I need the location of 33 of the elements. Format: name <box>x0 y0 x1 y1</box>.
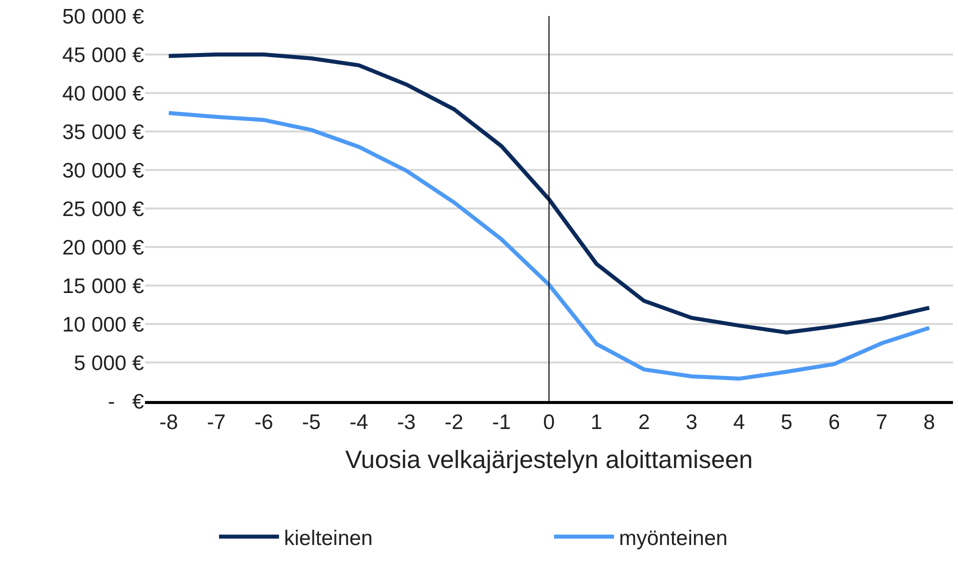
legend-label: myönteinen <box>619 526 728 550</box>
y-tick-label: 25 000 € <box>62 198 144 221</box>
y-tick-label: 35 000 € <box>62 120 144 144</box>
legend-label: kielteinen <box>284 526 373 550</box>
x-tick-label: 3 <box>686 411 698 434</box>
x-tick-label: 6 <box>828 411 840 434</box>
x-tick-label: -4 <box>350 411 369 434</box>
y-tick-label: - € <box>108 390 144 414</box>
x-tick-label: -8 <box>159 411 178 434</box>
x-tick-label: -2 <box>444 411 464 434</box>
line-series <box>166 52 932 334</box>
y-tick-label: 10 000 € <box>62 313 144 336</box>
x-tick-label: 1 <box>590 411 602 434</box>
y-tick-label: 30 000 € <box>62 159 144 182</box>
line-series <box>166 111 932 381</box>
x-tick-label: 4 <box>733 411 746 434</box>
y-tick-label: 50 000 € <box>62 5 144 28</box>
x-tick-label: 0 <box>543 411 555 434</box>
x-tick-label: 7 <box>876 411 888 434</box>
y-tick-label: 20 000 € <box>62 236 144 260</box>
x-tick-label: 2 <box>638 411 650 434</box>
x-tick-label: -7 <box>206 411 226 434</box>
x-tick-label: -5 <box>302 411 321 434</box>
y-tick-label: 5 000 € <box>74 352 144 375</box>
y-tick-label: 15 000 € <box>62 274 144 298</box>
x-axis-title: Vuosia velkajärjestelyn aloittamiseen <box>345 446 753 474</box>
x-tick-label: -1 <box>492 411 511 434</box>
x-tick-label: 8 <box>923 411 936 434</box>
x-tick-label: -3 <box>397 411 416 434</box>
x-tick-label: 5 <box>780 411 792 434</box>
y-tick-label: 45 000 € <box>62 44 144 67</box>
y-tick-label: 40 000 € <box>62 82 144 106</box>
x-tick-label: -6 <box>254 411 274 434</box>
